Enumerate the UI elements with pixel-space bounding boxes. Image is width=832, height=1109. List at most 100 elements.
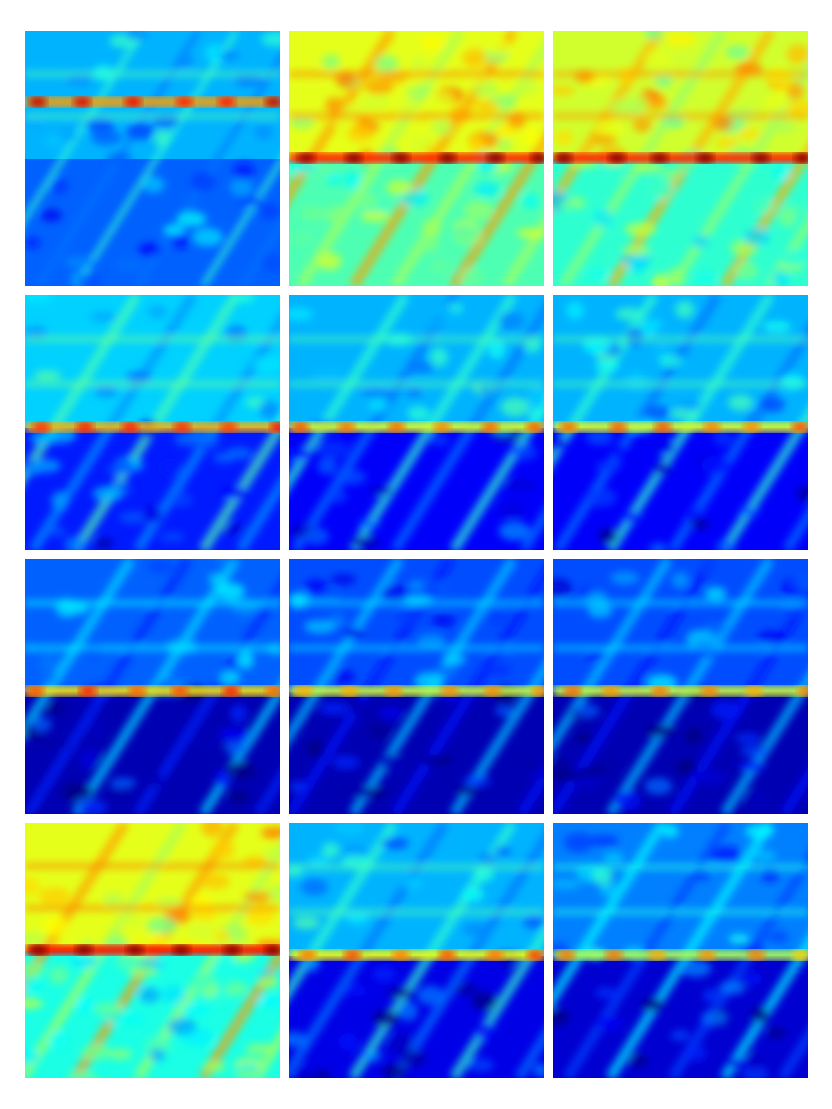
hot-spot bbox=[125, 945, 144, 955]
hot-spot bbox=[222, 686, 241, 696]
hot-spot bbox=[440, 686, 459, 696]
hot-spot bbox=[531, 686, 544, 696]
hot-spot bbox=[653, 422, 672, 432]
hot-spot bbox=[175, 97, 194, 107]
hot-spot bbox=[291, 422, 310, 432]
heatmap-canvas bbox=[289, 559, 544, 814]
hot-spot bbox=[28, 97, 47, 107]
heatmap-panel-r4c3 bbox=[553, 823, 808, 1078]
heatmap-panel-r3c2 bbox=[289, 559, 544, 814]
hot-spot bbox=[742, 422, 761, 432]
interface-band bbox=[553, 686, 808, 696]
hot-spot bbox=[648, 950, 667, 960]
hot-spot bbox=[344, 153, 363, 163]
interface-band bbox=[553, 950, 808, 960]
heatmap-canvas bbox=[289, 295, 544, 550]
heatmap-panel-r1c2 bbox=[289, 31, 544, 286]
hot-spot bbox=[602, 686, 621, 696]
heatmap-canvas bbox=[553, 823, 808, 1078]
hot-spot bbox=[74, 945, 93, 955]
hot-spot bbox=[433, 422, 452, 432]
hot-spot bbox=[651, 686, 670, 696]
heatmap-canvas bbox=[553, 31, 808, 286]
heatmap-canvas bbox=[289, 823, 544, 1078]
hot-spot bbox=[223, 945, 242, 955]
hot-spot bbox=[32, 422, 51, 432]
heatmap-panel-r3c1 bbox=[25, 559, 280, 814]
interface-band bbox=[25, 945, 280, 955]
hot-spot bbox=[530, 153, 544, 163]
hot-spot bbox=[554, 153, 573, 163]
hot-spot bbox=[387, 422, 406, 432]
hot-spot bbox=[124, 97, 143, 107]
hot-spot bbox=[485, 950, 504, 960]
interface-band bbox=[553, 422, 808, 432]
hot-spot bbox=[751, 153, 770, 163]
heatmap-canvas bbox=[25, 559, 280, 814]
heatmap-canvas bbox=[553, 295, 808, 550]
hot-spot bbox=[265, 686, 280, 696]
hot-spot bbox=[73, 97, 92, 107]
heatmap-panel-r4c2 bbox=[289, 823, 544, 1078]
hot-spot bbox=[343, 950, 362, 960]
interface-band bbox=[25, 422, 280, 432]
hot-spot bbox=[696, 153, 715, 163]
hot-spot bbox=[172, 945, 191, 955]
hot-spot bbox=[264, 945, 280, 955]
hot-spot bbox=[744, 686, 763, 696]
hot-spot bbox=[607, 153, 626, 163]
hot-spot bbox=[337, 422, 356, 432]
heatmap-panel-r4c1 bbox=[25, 823, 280, 1078]
interface-band bbox=[289, 153, 544, 163]
hot-spot bbox=[438, 950, 457, 960]
interface-band bbox=[553, 153, 808, 163]
hot-spot bbox=[219, 422, 238, 432]
hot-spot bbox=[747, 950, 766, 960]
hot-spot bbox=[391, 950, 410, 960]
hot-spot bbox=[792, 950, 808, 960]
hot-spot bbox=[650, 153, 669, 163]
hot-spot bbox=[563, 686, 582, 696]
hot-spot bbox=[173, 422, 192, 432]
hot-spot bbox=[78, 686, 97, 696]
interface-band bbox=[289, 686, 544, 696]
upper-region bbox=[25, 559, 280, 692]
hot-spot bbox=[609, 422, 628, 432]
hot-spot bbox=[121, 422, 140, 432]
hot-spot bbox=[26, 686, 45, 696]
heatmap-panel-r2c3 bbox=[553, 295, 808, 550]
hot-spot bbox=[391, 153, 410, 163]
hot-spot bbox=[170, 686, 189, 696]
heatmap-panel-r1c1 bbox=[25, 31, 280, 286]
heatmap-canvas bbox=[25, 31, 280, 286]
heatmap-canvas bbox=[25, 823, 280, 1078]
hot-spot bbox=[269, 422, 280, 432]
hot-spot bbox=[796, 686, 808, 696]
hot-spot bbox=[526, 950, 544, 960]
interface-band bbox=[25, 97, 280, 107]
hot-spot bbox=[481, 422, 500, 432]
hot-spot bbox=[75, 422, 94, 432]
hot-spot bbox=[486, 153, 505, 163]
hot-spot bbox=[217, 97, 236, 107]
heatmap-panel-r1c3 bbox=[553, 31, 808, 286]
hot-spot bbox=[264, 97, 280, 107]
hot-spot bbox=[438, 153, 457, 163]
interface-band bbox=[25, 686, 280, 696]
hot-spot bbox=[557, 950, 576, 960]
hot-spot bbox=[700, 686, 719, 696]
hot-spot bbox=[559, 422, 578, 432]
heatmap-canvas bbox=[289, 31, 544, 286]
heatmap-panel-r2c2 bbox=[289, 295, 544, 550]
heatmap-texture bbox=[25, 31, 280, 286]
hot-spot bbox=[483, 686, 502, 696]
hot-spot bbox=[525, 422, 544, 432]
heatmap-panel-r3c3 bbox=[553, 559, 808, 814]
hot-spot bbox=[297, 153, 316, 163]
hot-spot bbox=[29, 945, 48, 955]
hot-spot bbox=[698, 950, 717, 960]
hot-spot bbox=[791, 422, 808, 432]
hot-spot bbox=[295, 686, 314, 696]
hot-spot bbox=[384, 686, 403, 696]
